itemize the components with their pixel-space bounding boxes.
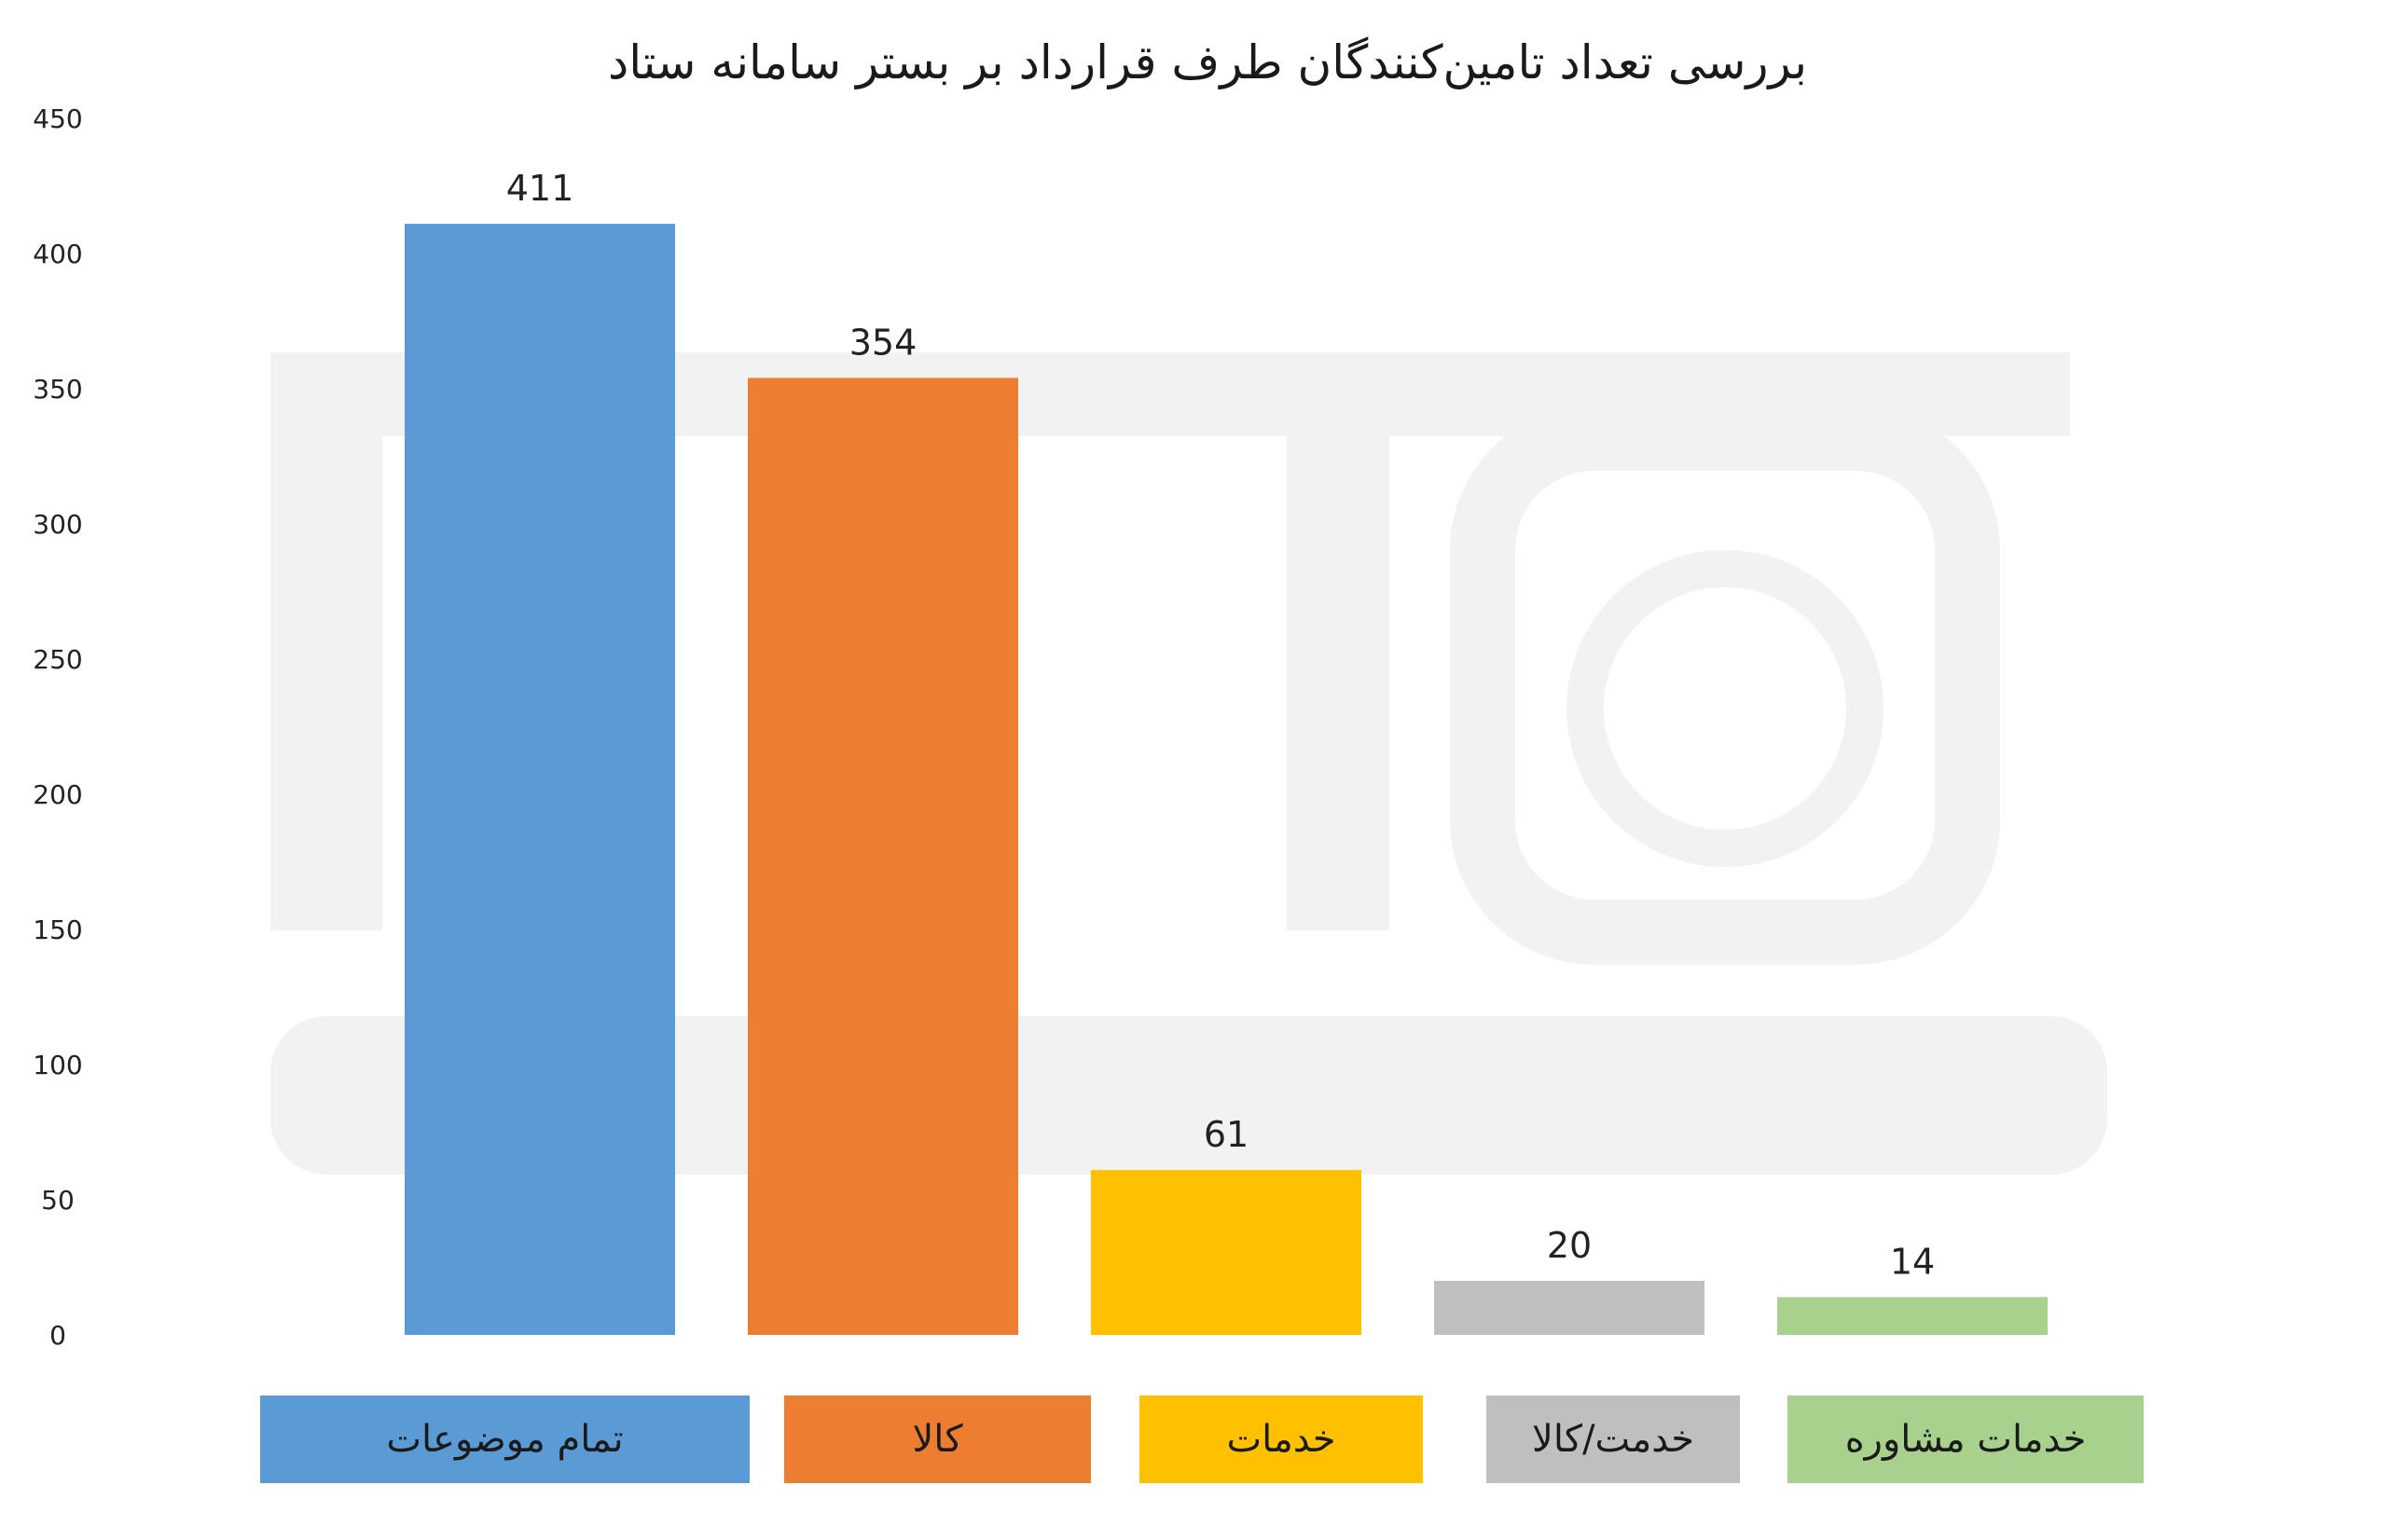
data-label: 61 [1204, 1114, 1249, 1155]
category-label: تمام موضوعات [260, 1396, 750, 1483]
chart-title: بررسی تعداد تامین‌کنندگان طرف قرارداد بر… [607, 35, 1808, 89]
y-tick-label: 450 [33, 103, 82, 134]
bar [1777, 1297, 2048, 1335]
bar [1434, 1281, 1704, 1335]
bar [748, 378, 1018, 1335]
y-tick-label: 400 [33, 239, 82, 269]
bar [405, 224, 675, 1336]
category-label: خدمت/کالا [1486, 1396, 1740, 1483]
y-tick-label: 100 [33, 1050, 82, 1080]
data-label: 354 [849, 322, 918, 363]
y-tick-label: 300 [33, 509, 82, 540]
category-label: کالا [784, 1396, 1091, 1483]
data-label: 14 [1890, 1241, 1935, 1282]
y-tick-label: 250 [33, 644, 82, 675]
y-tick-label: 0 [49, 1320, 66, 1351]
data-label: 411 [506, 168, 574, 209]
y-tick-label: 150 [33, 914, 82, 945]
data-label: 20 [1547, 1225, 1592, 1266]
bar [1091, 1170, 1361, 1335]
category-label: خدمات مشاوره [1787, 1396, 2144, 1483]
category-label: خدمات [1139, 1396, 1423, 1483]
y-tick-label: 50 [41, 1185, 75, 1216]
y-tick-label: 350 [33, 374, 82, 405]
y-tick-label: 200 [33, 779, 82, 810]
